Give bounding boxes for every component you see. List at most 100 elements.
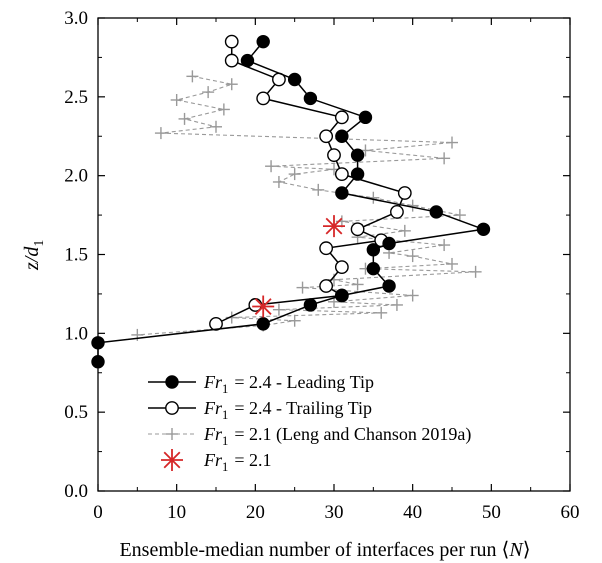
data-point — [154, 127, 167, 140]
data-point — [335, 288, 349, 303]
data-point — [91, 355, 105, 369]
data-point — [327, 148, 341, 163]
x-tick-label: 30 — [325, 502, 344, 523]
data-point — [272, 303, 285, 316]
data-point — [398, 224, 411, 237]
data-point — [303, 298, 318, 312]
data-point — [406, 289, 419, 302]
legend-entry-1: Fr1 = 2.4 - Trailing Tip — [148, 398, 372, 422]
data-point — [453, 209, 466, 222]
data-point — [319, 279, 334, 293]
data-point — [390, 205, 404, 219]
x-tick-label: 10 — [167, 502, 186, 523]
data-point — [406, 199, 419, 212]
data-point — [225, 78, 238, 91]
data-point — [210, 120, 222, 133]
data-point — [366, 261, 381, 276]
x-tick-label: 60 — [561, 502, 580, 523]
legend-label: Fr1 = 2.1 — [203, 450, 271, 474]
asterisk-arm — [254, 298, 272, 315]
data-point — [350, 148, 365, 162]
data-point — [303, 91, 318, 106]
x-tick-label: 0 — [93, 502, 103, 523]
series-line — [97, 41, 484, 362]
legend-entry-3: Fr1 = 2.1 — [161, 449, 271, 474]
data-point — [287, 72, 302, 87]
x-tick-label: 40 — [403, 502, 422, 523]
data-point — [382, 236, 396, 251]
axis-ticks: 0 10 20 30 40 50 60 0.0 0.5 1.0 1.5 2.0 2.5 3.0 — [64, 8, 579, 523]
y-tick-label: 1.0 — [64, 323, 88, 344]
data-point — [170, 93, 183, 106]
data-point — [438, 152, 451, 165]
legend-label: Fr1 = 2.4 - Leading Tip — [203, 372, 374, 396]
data-point — [406, 250, 419, 263]
data-point — [319, 129, 334, 144]
data-point — [446, 136, 458, 149]
data-point — [252, 295, 275, 318]
data-point — [334, 260, 349, 275]
data-point — [312, 183, 325, 196]
data-point — [323, 215, 345, 238]
data-point — [469, 265, 482, 278]
data-point — [240, 53, 255, 68]
data-point — [367, 191, 380, 204]
y-axis-label: z/d1 — [21, 238, 47, 271]
data-point — [446, 257, 458, 270]
y-tick-label: 0.0 — [64, 481, 88, 502]
data-point — [390, 298, 403, 311]
data-point — [335, 186, 349, 200]
data-point — [476, 222, 491, 236]
series-1 — [209, 34, 412, 331]
legend-label: Fr1 = 2.4 - Trailing Tip — [203, 398, 372, 422]
y-tick-label: 3.0 — [64, 8, 88, 29]
data-point — [272, 175, 285, 188]
asterisk-arm — [163, 451, 181, 469]
data-point — [397, 186, 412, 200]
data-point — [256, 34, 270, 49]
data-point — [178, 112, 191, 125]
series-2 — [131, 70, 482, 341]
data-point — [224, 34, 239, 49]
series-0 — [91, 34, 491, 369]
data-point — [209, 316, 223, 331]
data-point — [256, 91, 271, 106]
y-tick-label: 0.5 — [64, 402, 88, 423]
data-point — [350, 222, 365, 237]
data-point — [256, 317, 270, 331]
data-point — [375, 306, 388, 319]
data-point — [382, 279, 396, 293]
x-axis-label: Ensemble-median number of interfaces per… — [119, 539, 530, 561]
y-tick-label: 2.5 — [64, 87, 88, 108]
data-point — [350, 167, 365, 181]
data-point — [334, 167, 349, 181]
data-point — [438, 239, 451, 252]
legend-marker — [165, 401, 179, 415]
legend-marker — [166, 428, 178, 440]
legend-marker — [161, 449, 183, 471]
series-line — [137, 75, 476, 336]
legend-marker — [165, 375, 179, 389]
data-point — [351, 278, 364, 291]
data-point — [319, 241, 334, 256]
data-point — [288, 168, 301, 181]
data-point — [366, 243, 381, 257]
series-layer — [91, 34, 491, 369]
x-tick-label: 50 — [482, 502, 501, 523]
asterisk-arm — [325, 217, 343, 235]
data-point — [202, 86, 215, 99]
plot-frame — [97, 17, 571, 492]
data-point — [91, 336, 105, 350]
data-point — [429, 205, 443, 219]
data-point — [265, 160, 278, 173]
legend-entry-0: Fr1 = 2.4 - Leading Tip — [148, 372, 374, 396]
legend-label: Fr1 = 2.1 (Leng and Chanson 2019a) — [203, 424, 471, 448]
series-3 — [252, 215, 345, 318]
series-line — [215, 41, 406, 325]
x-tick-label: 20 — [246, 502, 265, 523]
y-tick-label: 1.5 — [64, 245, 88, 266]
y-tick-label: 2.0 — [64, 166, 88, 187]
legend-entry-2: Fr1 = 2.1 (Leng and Chanson 2019a) — [148, 424, 471, 448]
